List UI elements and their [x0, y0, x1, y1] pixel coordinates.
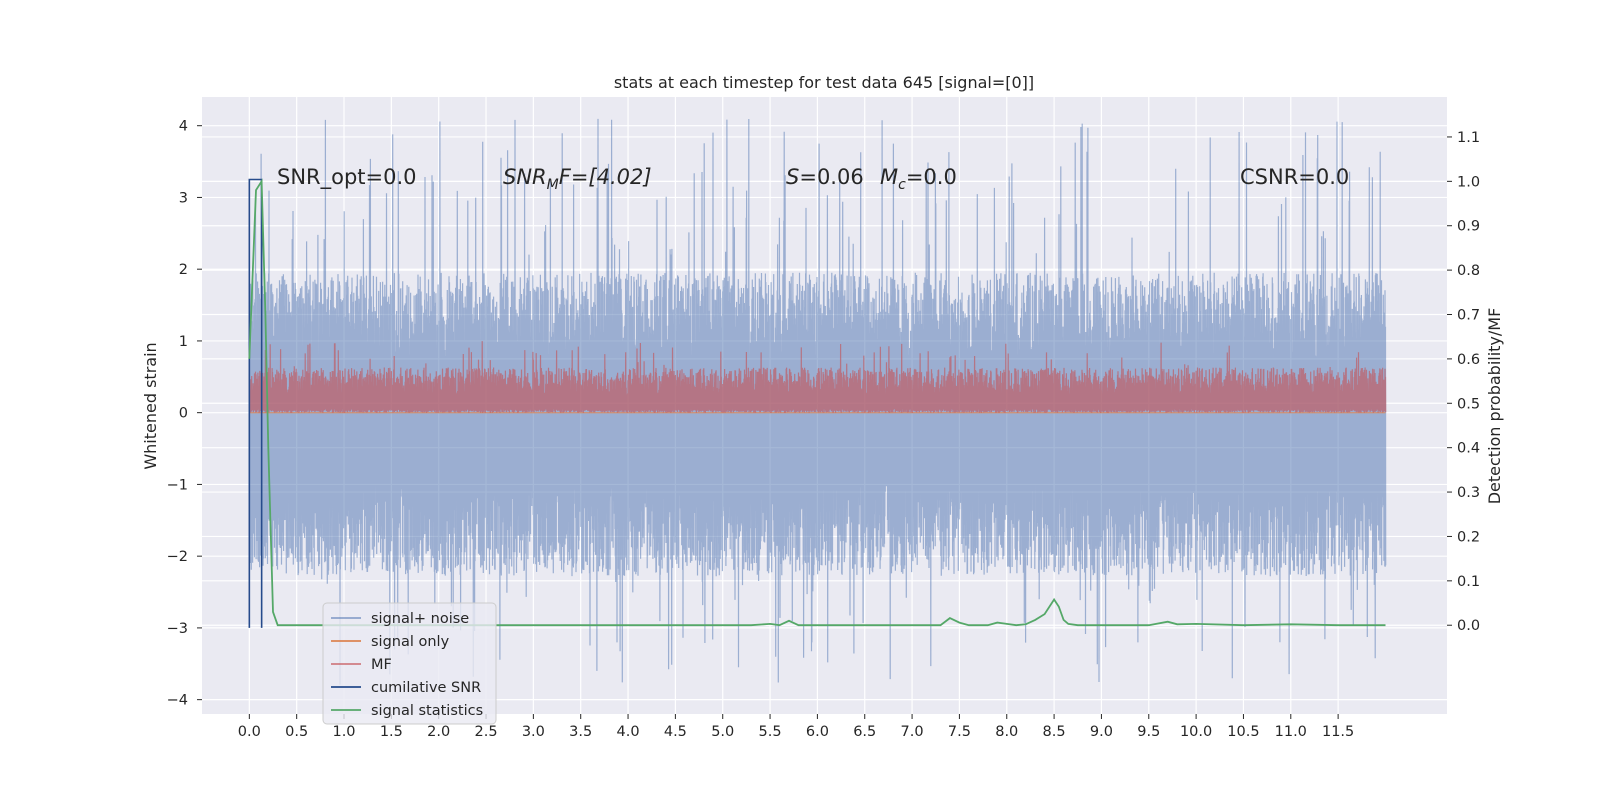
- x-tick-label-10: 5.0: [711, 724, 734, 740]
- y-tick-label-2: 2: [179, 262, 188, 278]
- x-tick-label-20: 10.0: [1180, 724, 1212, 740]
- series-cumilative-snr: [248, 178, 263, 628]
- y-tick-label-7: −3: [167, 621, 188, 637]
- x-tick-label-17: 8.5: [1043, 724, 1066, 740]
- y2-ticks: 1.1 1.0 0.9 0.8 0.7 0.6 0.5 0.4 0.3 0.2 0.1 0.0: [1447, 130, 1480, 634]
- legend-label-0: signal+ noise: [371, 611, 469, 627]
- x-tick-label-21: 10.5: [1227, 724, 1259, 740]
- y2-tick-label-9: 0.2: [1457, 529, 1480, 545]
- x-tick-label-3: 1.5: [380, 724, 403, 740]
- x-tick-label-8: 4.0: [617, 724, 640, 740]
- y2-tick-label-5: 0.6: [1457, 352, 1480, 368]
- y-tick-label-5: −1: [167, 477, 188, 493]
- annotations: SNR_opt=0.0 SNRMF=[4.02] S=0.06 Mc=0.0 C…: [277, 165, 1349, 193]
- y-tick-label-1: 3: [179, 190, 188, 206]
- x-tick-label-11: 5.5: [759, 724, 782, 740]
- legend: signal+ noise signal only MF cumilative SNR…: [322, 602, 497, 725]
- x-tick-label-15: 7.5: [948, 724, 971, 740]
- series-signal-noise: [248, 118, 1387, 685]
- annotation-snr-mf: SNRMF=[4.02]: [503, 165, 652, 193]
- x-ticks: 0.0 0.5 1.0 1.5 2.0 2.5 3.0 3.5 4.0 4.5 5.0 5.5 6.0 6…: [238, 714, 1354, 740]
- y-tick-label-8: −4: [167, 693, 188, 709]
- y2-tick-label-11: 0.0: [1457, 618, 1480, 634]
- x-tick-label-23: 11.5: [1322, 724, 1354, 740]
- legend-label-3: cumilative SNR: [371, 680, 481, 696]
- legend-label-2: MF: [371, 657, 392, 673]
- x-tick-label-0: 0.0: [238, 724, 261, 740]
- y-tick-label-0: 4: [179, 119, 188, 135]
- x-tick-label-4: 2.0: [427, 724, 450, 740]
- y2-tick-label-6: 0.5: [1457, 396, 1480, 412]
- x-tick-label-5: 2.5: [474, 724, 497, 740]
- annotation-mc: Mc=0.0: [880, 165, 957, 193]
- x-tick-label-22: 11.0: [1275, 724, 1307, 740]
- legend-label-4: signal statistics: [371, 703, 483, 719]
- x-tick-label-18: 9.0: [1090, 724, 1113, 740]
- x-tick-label-2: 1.0: [332, 724, 355, 740]
- x-tick-label-16: 8.0: [995, 724, 1018, 740]
- y2-tick-label-7: 0.4: [1457, 441, 1480, 457]
- x-tick-label-12: 6.0: [806, 724, 829, 740]
- legend-box: [322, 602, 497, 725]
- x-tick-label-9: 4.5: [664, 724, 687, 740]
- y2-tick-label-1: 1.0: [1457, 174, 1480, 190]
- legend-label-1: signal only: [371, 634, 450, 650]
- x-tick-label-6: 3.0: [522, 724, 545, 740]
- x-tick-label-14: 7.0: [901, 724, 924, 740]
- x-tick-label-13: 6.5: [853, 724, 876, 740]
- annotation-csnr: CSNR=0.0: [1240, 165, 1349, 189]
- x-tick-label-1: 0.5: [285, 724, 308, 740]
- y2-tick-label-3: 0.8: [1457, 263, 1480, 279]
- y2-tick-label-4: 0.7: [1457, 308, 1480, 324]
- y2-tick-label-8: 0.3: [1457, 485, 1480, 501]
- y2-axis-label: Detection probability/MF: [1485, 308, 1504, 505]
- y2-tick-label-10: 0.1: [1457, 574, 1480, 590]
- y-ticks: 4 3 2 1 0 −1 −2 −3 −4: [167, 119, 202, 709]
- x-tick-label-7: 3.5: [569, 724, 592, 740]
- chart-title: stats at each timestep for test data 645…: [614, 73, 1034, 92]
- y2-tick-label-2: 0.9: [1457, 219, 1480, 235]
- y-axis-label: Whitened strain: [141, 342, 160, 469]
- annotation-s: S=0.06: [786, 165, 864, 189]
- x-tick-label-19: 9.5: [1137, 724, 1160, 740]
- y2-tick-label-0: 1.1: [1457, 130, 1480, 146]
- y-tick-label-3: 1: [179, 334, 188, 350]
- y-tick-label-6: −2: [167, 549, 188, 565]
- annotation-snr-opt: SNR_opt=0.0: [277, 165, 417, 190]
- series-mf: [248, 341, 1387, 413]
- y-tick-label-4: 0: [179, 406, 188, 422]
